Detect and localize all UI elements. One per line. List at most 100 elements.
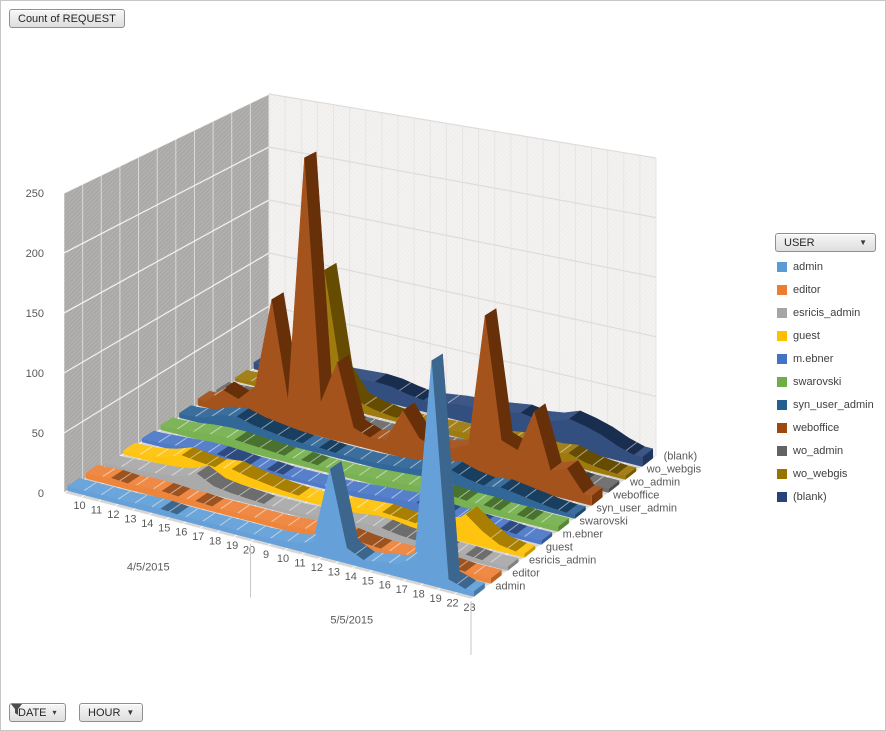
series-axis-label: esricis_admin [529,555,596,567]
legend-swatch [777,399,787,410]
series-axis-label: guest [546,542,573,554]
hour-label: 12 [107,509,119,521]
legend-item: wo_admin [777,439,874,462]
legend-label: wo_admin [793,444,844,457]
legend-swatch [777,307,787,318]
legend-field-label: USER [784,236,815,249]
chevron-down-icon: ▼ [126,707,135,717]
series-axis-label: weboffice [612,490,659,502]
series-m.ebner [141,430,163,442]
series-axis-label: syn_user_admin [596,503,677,515]
hour-label: 15 [158,522,170,534]
legend-item: m.ebner [777,347,874,370]
legend-label: (blank) [793,490,827,503]
hour-label: 12 [311,562,323,574]
hour-label: 11 [294,558,305,570]
series-axis-label: m.ebner [563,529,604,541]
legend-label: admin [793,260,823,273]
legend-field-button[interactable]: USER ▼ [775,233,876,252]
hour-label: 14 [345,571,357,583]
hour-field-label: HOUR [88,706,121,719]
series-weboffice [197,390,219,402]
date-field-label: DATE [18,706,47,719]
legend-label: swarovski [793,375,842,388]
legend-label: weboffice [793,421,840,434]
hour-label: 13 [124,513,136,525]
legend-item: wo_webgis [777,462,874,485]
date-label: 5/5/2015 [330,614,373,626]
value-axis-label: 250 [26,188,44,200]
series-guest [122,442,145,454]
value-axis-label: 200 [26,248,44,260]
value-axis-label: 0 [38,488,44,500]
hour-label: 20 [243,544,255,556]
hour-label: 16 [379,580,391,592]
legend-item: editor [777,278,874,301]
series-esricis_admin [103,454,126,466]
hour-label: 17 [396,584,408,596]
hour-label: 18 [413,589,425,601]
series-swarovski [159,417,182,428]
legend-item: guest [777,324,874,347]
hour-label: 23 [463,602,475,614]
legend-item: esricis_admin [777,301,874,324]
hour-label: 17 [192,531,204,543]
value-axis-label: 150 [26,308,44,320]
value-field-label: Count of REQUEST [18,12,116,25]
hour-label: 11 [91,505,102,517]
value-axis-label: 50 [32,428,44,440]
legend-swatch [777,261,787,272]
hour-label: 10 [277,553,289,565]
hour-label: 14 [141,518,153,530]
legend-swatch [777,445,787,456]
hour-label: 10 [73,500,85,512]
series-editor [85,464,107,476]
hour-label: 13 [328,566,340,578]
value-axis-label: 100 [26,368,44,380]
chevron-down-icon: ▾ [52,707,57,717]
legend-label: m.ebner [793,352,834,365]
hour-label: 15 [362,575,374,587]
series-admin [66,478,89,489]
legend-item: weboffice [777,416,874,439]
legend-item: syn_user_admin [777,393,874,416]
value-field-button[interactable]: Count of REQUEST [9,9,125,28]
series-syn_user_admin [178,405,200,416]
hour-label: 16 [175,527,187,539]
legend-swatch [777,491,787,502]
hour-label: 18 [209,536,221,548]
hour-label: 19 [429,593,441,605]
legend-label: syn_user_admin [793,398,874,411]
legend-label: guest [793,329,820,342]
legend-swatch [777,353,787,364]
legend-swatch [777,284,787,295]
legend-label: wo_webgis [793,467,848,480]
legend-label: esricis_admin [793,306,861,319]
legend-label: editor [793,283,821,296]
legend-item: admin [777,255,874,278]
hour-label: 9 [263,549,269,561]
legend-swatch [777,376,787,387]
legend-item: (blank) [777,485,874,508]
series-axis-label: swarovski [580,516,628,528]
series-axis-label: editor [512,568,540,580]
legend-swatch [777,468,787,479]
series-axis-label: admin [495,581,525,593]
legend-swatch [777,422,787,433]
series-axis-label: wo_admin [629,477,680,489]
legend-item: swarovski [777,370,874,393]
filter-funnel-icon [11,704,22,715]
date-field-button[interactable]: DATE ▾ [9,703,66,722]
series-axis-label: wo_webgis [646,464,702,476]
date-label: 4/5/2015 [127,561,170,573]
hour-label: 22 [446,597,458,609]
chevron-down-icon: ▼ [859,237,867,247]
series-axis-label: (blank) [664,451,698,463]
hour-field-button[interactable]: HOUR ▼ [79,703,144,722]
hour-label: 19 [226,540,238,552]
series-wo_webgis [234,369,256,381]
legend-swatch [777,330,787,341]
